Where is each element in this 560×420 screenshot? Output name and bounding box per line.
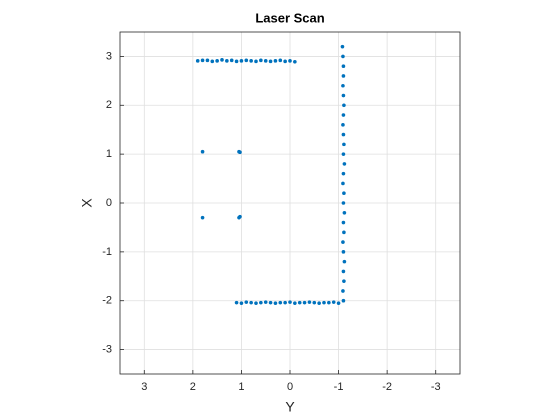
scan-point	[342, 230, 346, 235]
scan-point	[238, 150, 242, 154]
scan-point	[342, 210, 347, 215]
scan-point	[244, 300, 249, 304]
scan-point	[288, 300, 292, 304]
x-tick-label: -2	[382, 381, 392, 393]
scan-point	[283, 59, 287, 64]
scan-point	[254, 301, 258, 305]
scan-point	[341, 152, 346, 156]
scan-point	[341, 289, 345, 293]
scan-point	[220, 58, 224, 62]
y-axis-label: X	[79, 198, 95, 208]
scan-point	[278, 300, 283, 305]
scan-point	[341, 64, 346, 68]
scan-point	[331, 300, 336, 304]
scan-point	[341, 298, 346, 303]
scan-point	[341, 201, 346, 205]
x-tick-label: -3	[431, 381, 441, 393]
scan-point	[307, 300, 312, 304]
scan-point	[302, 300, 307, 305]
y-tick-label: 3	[106, 50, 112, 62]
scan-point	[225, 59, 229, 63]
scan-point	[215, 59, 219, 63]
scan-point	[249, 59, 253, 63]
scan-point	[342, 162, 347, 166]
scan-point	[263, 59, 268, 63]
scan-point	[283, 300, 287, 305]
scan-point	[200, 215, 205, 220]
scan-point	[297, 300, 302, 305]
scan-point	[341, 123, 345, 127]
scan-point	[341, 240, 345, 244]
x-tick-label: 1	[238, 381, 244, 393]
scan-point	[263, 300, 268, 304]
scan-point	[200, 149, 205, 154]
x-tick-label: 2	[190, 381, 196, 393]
y-tick-label: 1	[106, 148, 112, 160]
scan-point	[239, 301, 244, 305]
scan-point	[195, 59, 200, 63]
scan-point	[327, 300, 331, 305]
scan-point	[342, 279, 346, 283]
scan-point	[336, 301, 341, 305]
scan-point	[341, 181, 345, 186]
scan-point	[322, 300, 326, 305]
scan-point	[288, 59, 292, 63]
scan-point	[259, 300, 263, 305]
scan-point	[341, 220, 346, 225]
x-tick-label: 3	[141, 381, 147, 393]
scan-point	[341, 171, 346, 176]
scan-point	[238, 214, 242, 219]
scan-point	[249, 300, 253, 305]
y-tick-label: 0	[106, 197, 112, 209]
x-axis-label: Y	[285, 399, 295, 415]
scan-point	[341, 250, 346, 254]
scan-point	[342, 103, 346, 108]
x-tick-label: -1	[334, 381, 344, 393]
scan-point	[210, 59, 215, 64]
scan-point	[341, 132, 346, 137]
scan-point	[317, 301, 321, 305]
scan-point	[259, 58, 263, 63]
scan-point	[340, 44, 345, 49]
y-tick-label: -2	[102, 295, 112, 307]
scan-point	[239, 59, 244, 63]
scan-point	[342, 259, 347, 264]
y-tick-label: -1	[102, 246, 112, 258]
y-tick-label: 2	[106, 99, 112, 111]
scan-point	[341, 269, 346, 274]
scan-point	[229, 58, 234, 63]
scan-point	[234, 59, 239, 64]
scan-point	[273, 59, 278, 63]
scan-point	[341, 93, 346, 98]
chart-title: Laser Scan	[255, 10, 324, 25]
scan-point	[234, 300, 239, 305]
scan-point	[273, 301, 278, 305]
scan-point	[341, 54, 345, 59]
scan-point	[268, 300, 273, 305]
scan-point	[254, 59, 258, 64]
scan-point	[278, 58, 283, 63]
scan-point	[293, 301, 297, 305]
scan-point	[341, 113, 346, 117]
scan-point	[200, 58, 205, 63]
scan-point	[342, 191, 346, 196]
scan-point	[268, 59, 273, 64]
scan-point	[312, 300, 317, 305]
scan-point	[341, 83, 345, 88]
scan-point	[341, 74, 346, 78]
scan-point	[244, 58, 249, 63]
scan-point	[205, 58, 210, 63]
scan-point	[293, 60, 297, 64]
scan-point	[342, 142, 346, 147]
y-tick-label: -3	[102, 343, 112, 355]
x-tick-label: 0	[287, 381, 293, 393]
